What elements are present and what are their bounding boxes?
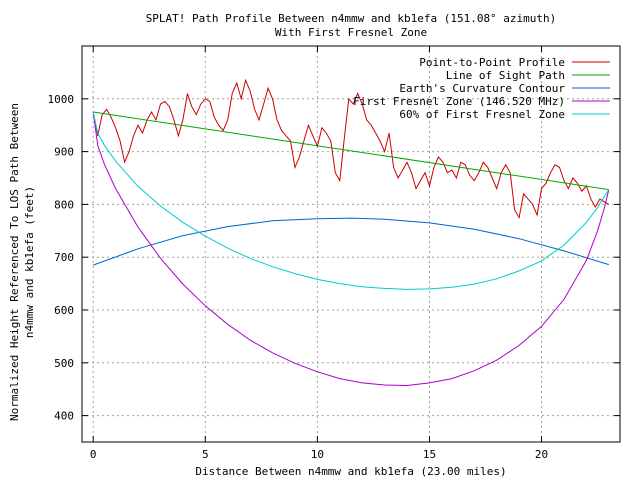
y-tick-label: 600 xyxy=(54,304,74,317)
x-tick-label: 20 xyxy=(535,448,548,461)
y-tick-label: 900 xyxy=(54,146,74,159)
y-tick-label: 1000 xyxy=(48,93,75,106)
x-tick-label: 15 xyxy=(423,448,436,461)
y-axis-label-line2: n4mmw and kb1efa (feet) xyxy=(23,186,36,338)
x-tick-label: 5 xyxy=(202,448,209,461)
x-axis-label: Distance Between n4mmw and kb1efa (23.00… xyxy=(195,465,506,478)
series-layer xyxy=(92,78,610,387)
axis-ticks: 0 5 10 15 20 400 500 600 700 800 900 1000 xyxy=(48,46,620,461)
legend-label-3: Earth's Curvature Contour xyxy=(399,82,565,95)
legend-label-4: First Fresnel Zone (146.520 MHz) xyxy=(353,95,565,108)
series-line-1 xyxy=(92,78,610,220)
chart-subtitle: With First Fresnel Zone xyxy=(275,26,427,39)
y-axis-label-line1: Normalized Height Referenced To LOS Path… xyxy=(8,103,21,421)
series-line-3 xyxy=(93,217,609,266)
series-line-2 xyxy=(93,111,609,191)
series-line-5 xyxy=(92,111,610,290)
legend-label-2: Line of Sight Path xyxy=(446,69,565,82)
plot-frame xyxy=(81,45,621,443)
legend-label-5: 60% of First Fresnel Zone xyxy=(399,108,565,121)
x-tick-label: 0 xyxy=(90,448,97,461)
y-tick-label: 700 xyxy=(54,251,74,264)
y-tick-label: 400 xyxy=(54,410,74,423)
y-tick-label: 500 xyxy=(54,357,74,370)
x-tick-label: 10 xyxy=(311,448,324,461)
y-tick-label: 800 xyxy=(54,198,74,211)
chart-title: SPLAT! Path Profile Between n4mmw and kb… xyxy=(146,12,557,25)
legend-label-1: Point-to-Point Profile xyxy=(419,56,565,69)
series-line-4 xyxy=(92,111,610,387)
